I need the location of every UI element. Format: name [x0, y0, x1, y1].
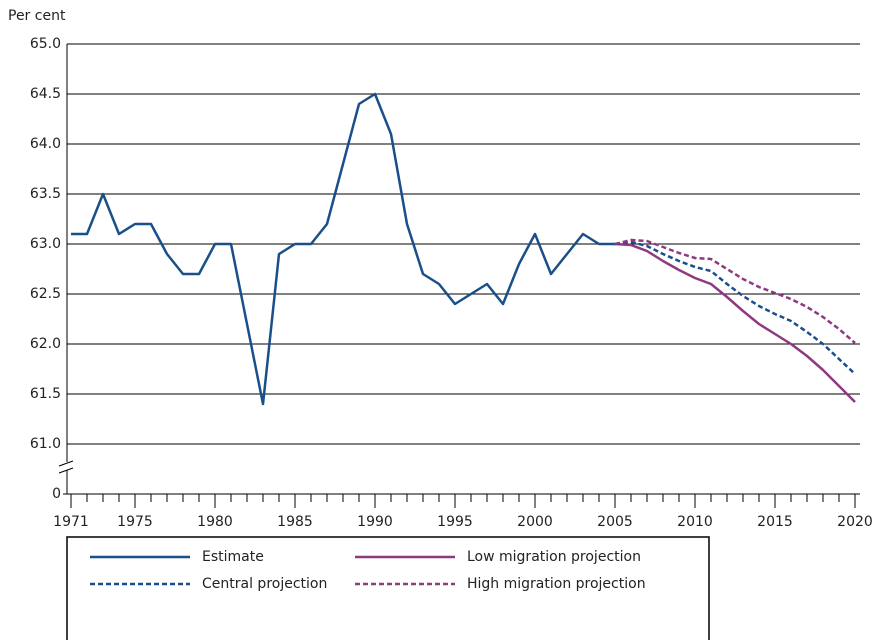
x-tick-label: 1971	[53, 514, 89, 530]
x-tick-label: 2020	[837, 514, 873, 530]
series-line	[71, 92, 615, 406]
series-line	[614, 238, 856, 344]
y-tick-label: 61.0	[30, 436, 61, 452]
series-line	[614, 240, 856, 375]
legend-label: Estimate	[202, 549, 264, 565]
axis-break	[58, 460, 74, 474]
y-tick-label: 65.0	[30, 36, 61, 52]
legend-label: Central projection	[202, 576, 327, 592]
y-tick-label: 64.0	[30, 136, 61, 152]
y-tick-label: 64.5	[30, 86, 61, 102]
x-tick-label: 2005	[597, 514, 633, 530]
x-tick-label: 2015	[757, 514, 793, 530]
axis-break-gap	[59, 462, 75, 470]
x-tick-label: 1980	[197, 514, 233, 530]
x-tick-label: 2000	[517, 514, 553, 530]
x-tick-label: 1985	[277, 514, 313, 530]
series-line	[614, 242, 856, 403]
legend-label: High migration projection	[467, 576, 646, 592]
legend-box	[66, 536, 710, 640]
y-tick-label: 63.5	[30, 186, 61, 202]
y-tick-label: 63.0	[30, 236, 61, 252]
x-tick-label: 1990	[357, 514, 393, 530]
y-tick-label: 62.0	[30, 336, 61, 352]
legend-label: Low migration projection	[467, 549, 641, 565]
y-tick-label: 61.5	[30, 386, 61, 402]
x-tick-label: 1995	[437, 514, 473, 530]
y-axis-label: Per cent	[8, 8, 66, 24]
y-tick-label: 0	[52, 486, 61, 502]
x-tick-label: 2010	[677, 514, 713, 530]
y-tick-label: 62.5	[30, 286, 61, 302]
x-tick-label: 1975	[117, 514, 153, 530]
